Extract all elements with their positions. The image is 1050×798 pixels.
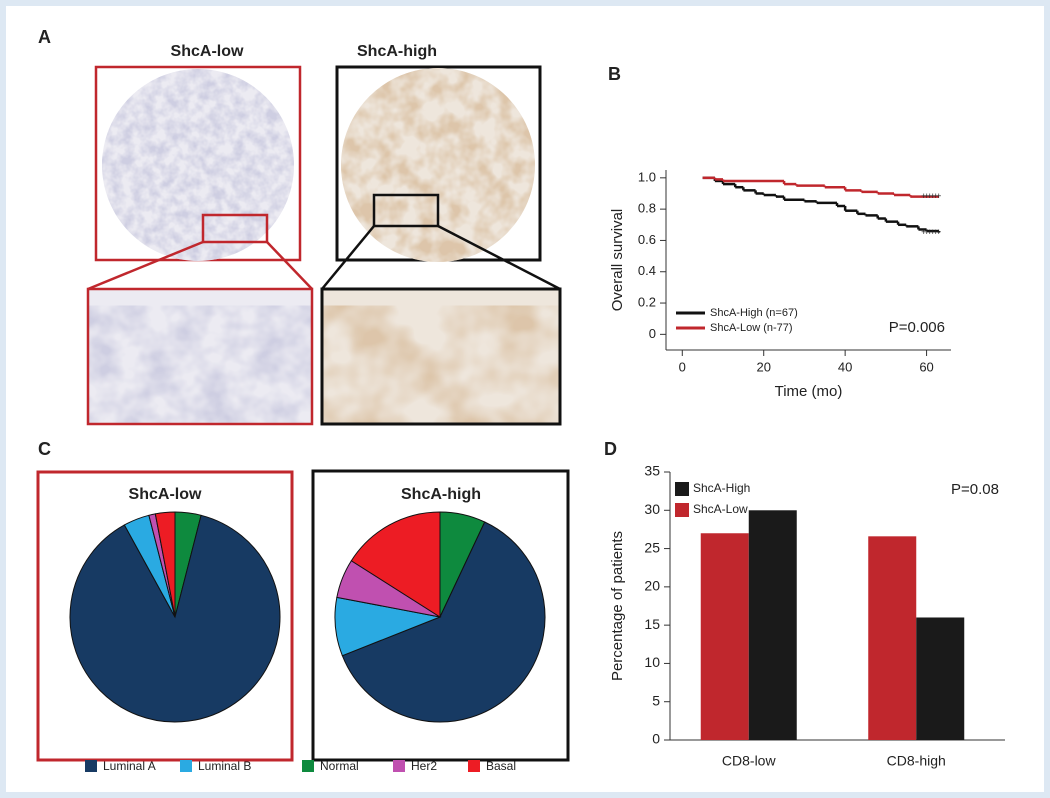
y-tick-label: 0.2 [638,294,656,309]
y-axis-label: Overall survival [609,209,626,312]
x-axis-label: Time (mo) [775,383,843,400]
y-tick-label: 1.0 [638,169,656,184]
y-tick-label: 35 [644,463,660,479]
panel-label: A [38,27,51,47]
censor-mark: + [924,191,929,201]
legend-swatch [393,760,405,772]
bar [748,510,797,740]
censor-mark: + [927,191,932,201]
x-tick-label: CD8-low [722,753,777,769]
y-tick-label: 5 [652,692,660,708]
annotation: P=0.08 [951,481,999,498]
legend-label: Luminal B [198,759,251,773]
x-tick-label: 20 [756,359,770,374]
legend-swatch [675,482,689,496]
panel-label: C [38,439,51,459]
y-tick-label: 0 [652,731,660,747]
image-title: ShcA-high [357,43,437,60]
censor-mark: + [927,227,932,237]
bar [868,536,917,740]
y-tick-label: 0.4 [638,263,656,278]
censor-mark: + [936,191,941,201]
censor-mark: + [921,191,926,201]
histology-images [86,65,562,426]
x-tick-label: 40 [838,359,852,374]
legend-label: Normal [320,759,359,773]
legend-swatch [675,503,689,517]
legend-label: Luminal A [103,759,156,773]
pie-slice [350,511,441,618]
censor-mark: + [930,191,935,201]
censor-mark: + [933,191,938,201]
pie-title: ShcA-low [129,486,202,503]
censor-mark: + [933,227,938,237]
legend-label: ShcA-High [693,481,750,495]
legend-swatch [180,760,192,772]
legend-label: ShcA-High (n=67) [710,307,798,319]
pie-slice [341,521,546,723]
annotation: P=0.006 [889,319,945,336]
pie-frame [36,470,294,762]
bar [700,533,749,740]
pie-slice [154,511,176,618]
image-title: ShcA-low [171,43,244,60]
pie-frame [311,469,570,762]
y-tick-label: 0 [649,326,656,341]
pie-slice [69,514,281,723]
x-tick-label: CD8-high [887,753,946,769]
legend-swatch [302,760,314,772]
legend-swatch [468,760,480,772]
censor-mark: + [936,227,941,237]
legend-label: Her2 [411,759,437,773]
y-tick-label: 25 [644,539,660,555]
y-tick-label: 20 [644,578,660,594]
x-tick-label: 0 [679,359,686,374]
censor-mark: + [930,227,935,237]
legend-label: Basal [486,759,516,773]
pie-title: ShcA-high [401,486,481,503]
y-tick-label: 0.8 [638,201,656,216]
x-tick-label: 60 [919,359,933,374]
y-tick-label: 0.6 [638,232,656,247]
y-tick-label: 15 [644,616,660,632]
panel-label: B [608,64,621,84]
bar [916,617,965,740]
panel-label: D [604,439,617,459]
y-axis-label: Percentage of patients [609,531,626,681]
legend-swatch [85,760,97,772]
legend-label: ShcA-Low [693,502,748,516]
legend-label: ShcA-Low (n-77) [710,322,793,334]
censor-mark: + [921,227,926,237]
censor-mark: + [924,227,929,237]
y-tick-label: 10 [644,654,660,670]
y-tick-label: 30 [644,501,660,517]
